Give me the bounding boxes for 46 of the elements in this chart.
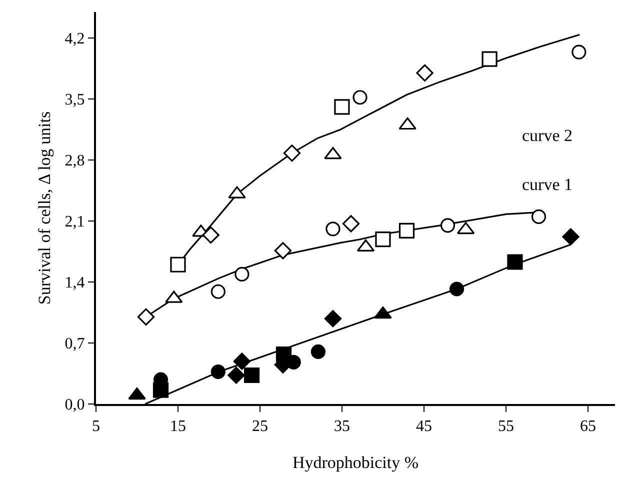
point — [210, 364, 226, 380]
point — [274, 242, 292, 260]
y-tick-label: 0,7 — [64, 336, 85, 353]
x-axis-title: Hydrophobicity % — [292, 453, 419, 472]
point — [482, 51, 498, 67]
point — [334, 99, 350, 115]
x-tick-label: 25 — [252, 418, 268, 436]
point — [324, 310, 342, 328]
x-tick-label: 55 — [498, 418, 514, 436]
x-tick-label: 5 — [92, 418, 100, 436]
point — [310, 344, 326, 360]
point — [342, 215, 360, 232]
y-tick-label: 3,5 — [64, 92, 85, 109]
point — [244, 367, 260, 384]
point — [572, 44, 586, 60]
point — [531, 209, 546, 224]
point — [375, 232, 391, 248]
point — [170, 256, 186, 272]
point — [234, 266, 250, 282]
point — [449, 282, 464, 296]
x-tick-label: 35 — [334, 418, 350, 436]
y-tick-label: 2,8 — [64, 152, 85, 170]
point — [352, 90, 368, 105]
x-tick-label: 45 — [416, 418, 432, 436]
point — [416, 64, 434, 82]
point — [398, 222, 415, 238]
y-tick-label: 2,1 — [64, 214, 85, 231]
point — [440, 218, 456, 233]
point — [228, 366, 245, 384]
x-tick-label: 65 — [580, 418, 596, 436]
point — [507, 254, 523, 270]
point — [283, 144, 301, 162]
point — [210, 284, 226, 299]
point — [137, 308, 155, 326]
y-tick-label: 0,0 — [64, 396, 85, 414]
point — [233, 352, 251, 370]
point — [326, 222, 340, 236]
annotation: curve 2 — [522, 126, 573, 145]
point — [202, 226, 220, 244]
x-tick-label: 15 — [170, 418, 186, 436]
point — [562, 228, 580, 246]
y-tick-label: 1,4 — [64, 274, 85, 292]
y-axis-title: Survival of cells, Δ log units — [34, 111, 54, 305]
point — [152, 382, 169, 398]
y-tick-label: 4,2 — [64, 30, 85, 48]
annotation: curve 1 — [522, 175, 573, 194]
